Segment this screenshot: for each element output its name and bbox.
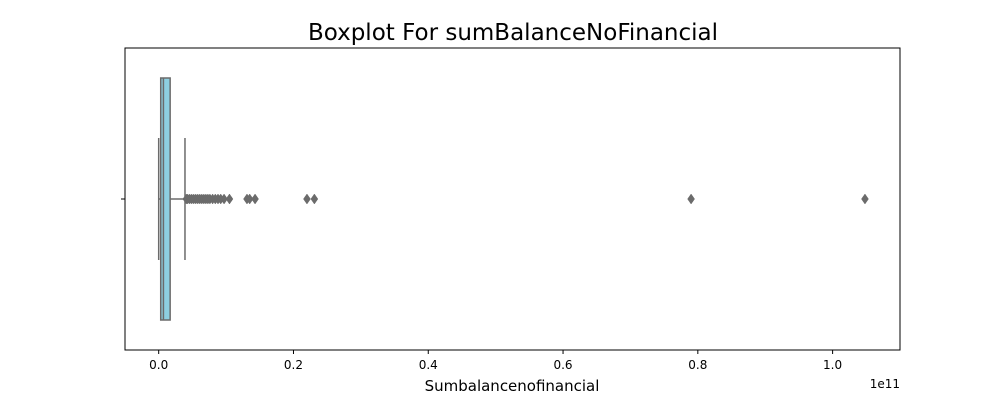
outlier-point <box>310 193 319 205</box>
x-tick-label: 0.0 <box>149 358 168 372</box>
outlier-point <box>861 193 869 205</box>
x-tick-label: 1.0 <box>823 358 842 372</box>
outlier-point <box>245 193 254 205</box>
plot-frame <box>124 47 901 351</box>
outlier-point <box>687 193 695 205</box>
outlier-point <box>303 193 311 205</box>
x-axis: 0.0 0.2 0.4 0.6 0.8 1.0 <box>149 350 842 372</box>
chart-title: Boxplot For sumBalanceNoFinancial <box>308 20 718 46</box>
x-axis-offset-label: 1e11 <box>870 377 900 391</box>
outlier-point <box>220 193 228 205</box>
x-tick-label: 0.8 <box>688 358 707 372</box>
plot-area <box>157 77 869 321</box>
x-tick-label: 0.4 <box>419 358 438 372</box>
x-tick-label: 0.2 <box>284 358 303 372</box>
box-iqr <box>159 77 171 321</box>
outlier-point <box>251 193 259 205</box>
outlier-point <box>225 193 234 205</box>
x-axis-label: Sumbalancenofinancial <box>425 377 600 395</box>
x-tick-label: 0.6 <box>553 358 572 372</box>
